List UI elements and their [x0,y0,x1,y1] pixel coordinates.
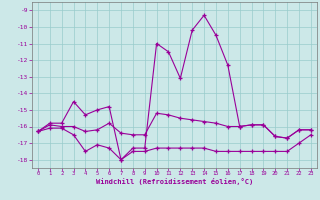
X-axis label: Windchill (Refroidissement éolien,°C): Windchill (Refroidissement éolien,°C) [96,178,253,185]
